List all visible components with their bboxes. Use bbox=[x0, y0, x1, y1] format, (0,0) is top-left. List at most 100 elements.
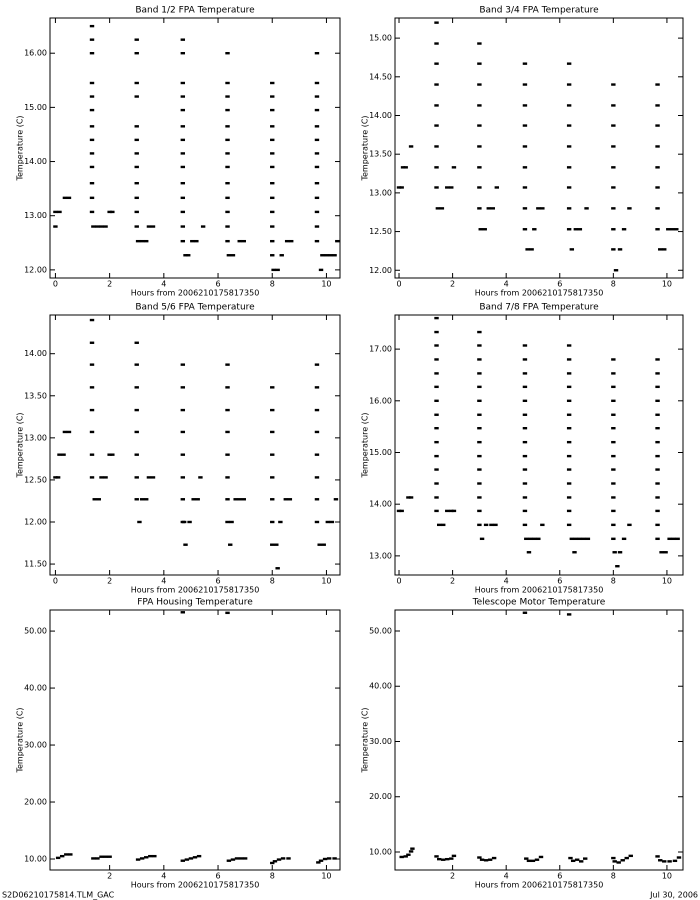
data-point bbox=[314, 52, 320, 55]
data-point bbox=[270, 498, 275, 501]
data-point bbox=[655, 104, 660, 107]
data-point bbox=[410, 847, 415, 850]
data-point bbox=[655, 509, 660, 513]
data-point bbox=[99, 855, 104, 858]
footer-file: S2D06210175814.TLM_GAC bbox=[2, 891, 115, 900]
data-point bbox=[396, 186, 402, 189]
data-point bbox=[95, 225, 100, 228]
data-point bbox=[611, 228, 616, 231]
chart-title: Telescope Motor Temperature bbox=[472, 598, 606, 608]
data-point bbox=[569, 248, 575, 251]
data-point bbox=[89, 318, 95, 322]
data-point bbox=[434, 427, 439, 430]
x-tick-label: 4 bbox=[161, 280, 166, 289]
data-point bbox=[437, 523, 442, 527]
chart-title: Band 3/4 FPA Temperature bbox=[479, 6, 599, 16]
data-point bbox=[522, 372, 528, 375]
data-point bbox=[234, 857, 240, 860]
data-point bbox=[526, 551, 532, 554]
data-point bbox=[66, 430, 72, 434]
y-tick-label: 13.00 bbox=[369, 551, 392, 560]
data-point bbox=[585, 537, 591, 541]
data-point bbox=[522, 523, 528, 527]
data-point bbox=[611, 509, 616, 513]
data-point bbox=[434, 468, 439, 471]
data-point bbox=[434, 855, 439, 858]
data-point bbox=[314, 386, 320, 389]
data-point bbox=[238, 857, 244, 860]
data-point bbox=[107, 855, 112, 858]
x-tick-label: 6 bbox=[215, 280, 220, 289]
data-point bbox=[522, 145, 528, 148]
data-point bbox=[270, 81, 275, 85]
data-point bbox=[478, 228, 483, 231]
data-point bbox=[611, 468, 616, 471]
data-point bbox=[103, 476, 108, 479]
data-point bbox=[180, 453, 186, 456]
data-point bbox=[134, 386, 139, 389]
data-point bbox=[146, 225, 152, 228]
data-point bbox=[611, 496, 616, 499]
y-tick-label: 50.00 bbox=[369, 626, 392, 635]
data-point bbox=[180, 52, 186, 55]
data-point bbox=[655, 427, 660, 430]
data-point bbox=[611, 399, 616, 403]
data-point bbox=[225, 363, 230, 366]
data-point bbox=[225, 81, 230, 85]
data-point bbox=[435, 207, 441, 210]
data-point bbox=[287, 498, 293, 501]
data-point bbox=[225, 453, 230, 456]
data-point bbox=[662, 248, 667, 251]
data-point bbox=[655, 145, 660, 148]
x-tick-label: 2 bbox=[450, 872, 455, 881]
data-point bbox=[270, 520, 275, 524]
data-point bbox=[655, 440, 660, 444]
data-point bbox=[477, 330, 482, 334]
data-point bbox=[89, 95, 95, 98]
data-point bbox=[225, 386, 230, 389]
data-point bbox=[566, 228, 572, 231]
data-point bbox=[674, 228, 679, 231]
y-tick-label: 11.50 bbox=[24, 560, 47, 569]
data-point bbox=[525, 248, 530, 251]
data-point bbox=[180, 498, 186, 501]
data-point bbox=[445, 509, 450, 513]
data-point bbox=[318, 268, 324, 272]
plot-frame bbox=[394, 17, 684, 279]
data-point bbox=[655, 186, 660, 189]
data-point bbox=[522, 385, 528, 389]
data-point bbox=[134, 210, 139, 214]
plot-frame bbox=[49, 314, 341, 576]
data-point bbox=[314, 453, 320, 456]
data-point bbox=[611, 186, 616, 189]
y-tick-label: 16.00 bbox=[369, 396, 392, 405]
data-point bbox=[229, 520, 234, 524]
data-point bbox=[139, 239, 145, 243]
y-tick-label: 12.00 bbox=[369, 266, 392, 275]
data-point bbox=[611, 207, 616, 210]
data-point bbox=[134, 165, 139, 169]
y-axis-label: Temperature (C) bbox=[16, 707, 25, 773]
data-point bbox=[180, 152, 186, 155]
data-point bbox=[577, 228, 583, 231]
data-point bbox=[522, 344, 528, 347]
data-point bbox=[272, 860, 278, 863]
data-point bbox=[274, 543, 279, 546]
y-tick-label: 13.00 bbox=[24, 433, 47, 442]
data-point bbox=[139, 857, 145, 860]
data-point bbox=[611, 440, 616, 444]
y-tick-label: 12.00 bbox=[24, 517, 47, 526]
data-point bbox=[568, 856, 573, 860]
data-point bbox=[89, 138, 95, 142]
data-point bbox=[225, 108, 230, 112]
data-point bbox=[89, 453, 95, 456]
data-point bbox=[658, 859, 663, 862]
y-tick-label: 13.00 bbox=[369, 188, 392, 197]
data-point bbox=[148, 854, 153, 858]
data-point bbox=[270, 408, 275, 412]
x-tick-label: 6 bbox=[215, 577, 220, 586]
data-point bbox=[270, 196, 275, 200]
x-axis-label: Hours from 2006210175817350 bbox=[131, 881, 260, 890]
data-point bbox=[180, 81, 186, 85]
data-point bbox=[399, 186, 404, 189]
